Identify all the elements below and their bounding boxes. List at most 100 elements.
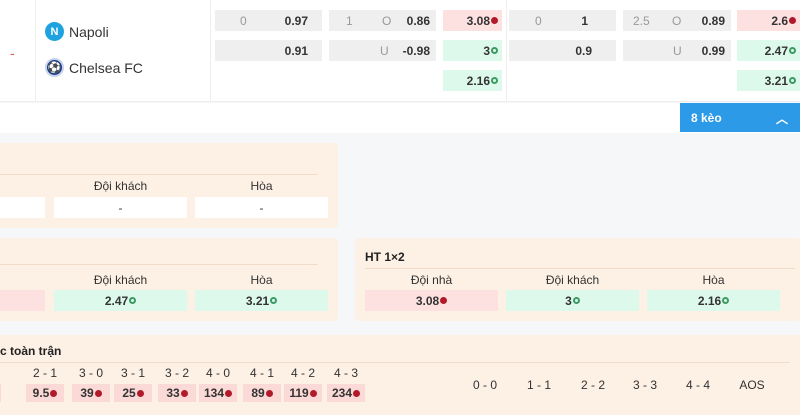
line: 0 — [535, 13, 542, 28]
match-status: - — [10, 45, 15, 61]
odds: 0.9 — [575, 43, 592, 58]
home-team[interactable]: N Napoli — [45, 22, 109, 41]
arrow-down-icon — [265, 389, 273, 397]
score-odds[interactable]: 9.5 — [26, 384, 64, 402]
ht-handicap-away[interactable]: 0.9 — [509, 40, 616, 61]
score-odds[interactable]: 39 — [72, 384, 110, 402]
arrow-down-icon — [50, 389, 58, 397]
odds: 3.08 — [415, 293, 440, 308]
odds: 3.08 — [466, 13, 490, 28]
line: 1 — [346, 13, 353, 28]
odds-home[interactable] — [0, 290, 45, 311]
odds: 2.16 — [466, 73, 490, 88]
ht-1x2-panel: HT 1×2 Đội nhà Đội khách Hòa 3.08 3 2.16 — [355, 238, 800, 321]
odds: 134 — [203, 386, 225, 400]
col-draw: Hòa — [250, 273, 273, 287]
odds-draw[interactable]: 3.21 — [195, 290, 328, 311]
col-draw: Hòa — [702, 273, 725, 287]
odds: 0.91 — [284, 43, 308, 58]
draw-score-label: 2 - 2 — [580, 378, 605, 392]
draw-score-label: 0 - 0 — [472, 378, 497, 392]
arrow-up-icon — [270, 297, 278, 304]
score-label: 3 - 0 — [78, 366, 103, 380]
ft-handicap-home[interactable]: 0 0.97 — [215, 10, 322, 31]
ht-1x2-home[interactable]: 2.6 — [737, 10, 800, 31]
arrow-down-icon — [94, 389, 102, 397]
draw-score-label: AOS — [739, 378, 765, 392]
more-markets-button[interactable]: 8 kèo ︿ — [680, 103, 800, 132]
odds: 0.99 — [701, 43, 725, 58]
ft-ou-over[interactable]: 1 O 0.86 — [329, 10, 436, 31]
odds: 2.16 — [697, 293, 722, 308]
odds: 119 — [289, 386, 309, 400]
napoli-logo-icon: N — [45, 22, 64, 41]
odds-draw[interactable]: - — [195, 197, 328, 218]
arrow-down-icon — [180, 389, 188, 397]
odds-home[interactable] — [0, 197, 45, 218]
col-away: Đội khách — [545, 273, 600, 287]
odds: 39 — [80, 386, 94, 400]
odds: 1 — [581, 13, 588, 28]
arrow-up-icon — [129, 297, 137, 304]
score-odds[interactable]: 25 — [114, 384, 152, 402]
odds: 2.6 — [771, 13, 788, 28]
more-bar — [0, 103, 800, 133]
score-label: 2 - 1 — [32, 366, 57, 380]
arrow-up-icon — [491, 77, 498, 84]
score-odds[interactable]: 234 — [327, 384, 365, 402]
odds: 3 — [565, 293, 572, 308]
odds: 2.47 — [104, 293, 129, 308]
arrow-down-icon — [309, 389, 317, 397]
odds: 9.5 — [32, 386, 50, 400]
score-label: 0 — [0, 366, 2, 380]
score-label: 4 - 3 — [333, 366, 358, 380]
odds-home[interactable]: 3.08 — [365, 290, 498, 311]
arrow-down-icon — [225, 389, 233, 397]
odds-draw[interactable]: 2.16 — [647, 290, 780, 311]
more-label: 8 kèo — [691, 110, 722, 125]
ft-ou-under[interactable]: U -0.98 — [329, 40, 436, 61]
ht-1x2-draw[interactable]: 3.21 — [737, 70, 800, 91]
score-label: 4 - 0 — [205, 366, 230, 380]
col-away: Đội khách — [93, 179, 148, 193]
odds-away[interactable]: 3 — [506, 290, 639, 311]
side: U — [673, 43, 682, 58]
ft-handicap-away[interactable]: 0.91 — [215, 40, 322, 61]
score-label: 3 - 2 — [164, 366, 189, 380]
teams-cell: N Napoli ⚽ Chelsea FC — [35, 0, 211, 102]
odds: 3.21 — [764, 73, 788, 88]
chelsea-logo-icon: ⚽ — [45, 58, 64, 77]
arrow-down-icon — [136, 389, 144, 397]
arrow-up-icon — [491, 47, 498, 54]
away-team[interactable]: ⚽ Chelsea FC — [45, 58, 143, 77]
ht-1x2-away[interactable]: 2.47 — [737, 40, 800, 61]
arrow-down-icon — [440, 297, 448, 304]
score-odds[interactable]: 33 — [158, 384, 196, 402]
odds: 89 — [251, 386, 265, 400]
arrow-up-icon — [722, 297, 730, 304]
line: 2.5 — [633, 13, 650, 28]
arrow-up-icon — [572, 297, 580, 304]
ht-ou-over[interactable]: 2.5 O 0.89 — [623, 10, 731, 31]
odds: 25 — [122, 386, 136, 400]
ft-1x2-draw[interactable]: 2.16 — [443, 70, 502, 91]
odds: 2.47 — [764, 43, 788, 58]
odds-away[interactable]: 2.47 — [54, 290, 187, 311]
arrow-up-icon — [789, 77, 796, 84]
score-odds[interactable]: 89 — [243, 384, 281, 402]
ft-1x2-home[interactable]: 3.08 — [443, 10, 502, 31]
home-team-name: Napoli — [69, 23, 109, 40]
match-row: - N Napoli ⚽ Chelsea FC 0 0.97 0.91 1 O 0.86 … — [0, 0, 800, 102]
ft-1x2-away[interactable]: 3 — [443, 40, 502, 61]
line: 0 — [240, 13, 247, 28]
ht-ou-under[interactable]: U 0.99 — [623, 40, 731, 61]
col-away: Đội khách — [93, 273, 148, 287]
score-odds[interactable]: 119 — [284, 384, 322, 402]
side: U — [380, 43, 389, 58]
score-odds[interactable] — [0, 384, 1, 402]
odds: 3 — [483, 43, 490, 58]
arrow-down-icon — [353, 389, 361, 397]
score-odds[interactable]: 134 — [199, 384, 237, 402]
odds-away[interactable]: - — [54, 197, 187, 218]
